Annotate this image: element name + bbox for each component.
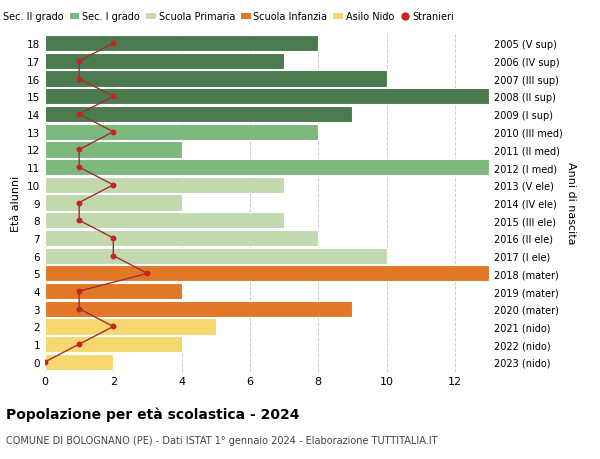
Point (109, 323, 118, 330)
Bar (45, 354, 113, 370)
Point (74, 164, 84, 172)
Point (74, 146, 84, 154)
Point (74, 58, 84, 66)
Bar (45, 301, 352, 317)
Point (109, 40, 118, 48)
Bar (45, 319, 216, 335)
Point (109, 94, 118, 101)
Point (74, 288, 84, 295)
Point (74, 341, 84, 348)
Bar (45, 106, 352, 123)
Bar (45, 336, 182, 353)
Point (109, 235, 118, 242)
Text: Popolazione per età scolastica - 2024: Popolazione per età scolastica - 2024 (6, 406, 299, 421)
Y-axis label: Età alunni: Età alunni (11, 175, 22, 231)
Point (74, 111, 84, 118)
Bar (45, 54, 284, 70)
Point (74, 305, 84, 313)
Bar (45, 89, 489, 105)
Bar (45, 213, 284, 229)
Bar (45, 177, 284, 194)
Bar (45, 142, 182, 158)
Point (109, 252, 118, 260)
Bar (45, 36, 318, 52)
Bar (45, 230, 318, 246)
Point (109, 182, 118, 189)
Point (143, 270, 152, 277)
Y-axis label: Anni di nascita: Anni di nascita (566, 162, 577, 244)
Bar (45, 124, 318, 140)
Bar (45, 266, 489, 282)
Point (74, 76, 84, 83)
Bar (45, 283, 182, 300)
Point (74, 217, 84, 224)
Bar (45, 195, 182, 211)
Bar (45, 71, 386, 88)
Point (74, 199, 84, 207)
Bar (45, 248, 386, 264)
Legend: Sec. II grado, Sec. I grado, Scuola Primaria, Scuola Infanzia, Asilo Nido, Stran: Sec. II grado, Sec. I grado, Scuola Prim… (0, 8, 458, 26)
Point (40, 358, 50, 366)
Bar (45, 160, 489, 176)
Point (109, 129, 118, 136)
Text: COMUNE DI BOLOGNANO (PE) - Dati ISTAT 1° gennaio 2024 - Elaborazione TUTTITALIA.: COMUNE DI BOLOGNANO (PE) - Dati ISTAT 1°… (6, 435, 437, 445)
